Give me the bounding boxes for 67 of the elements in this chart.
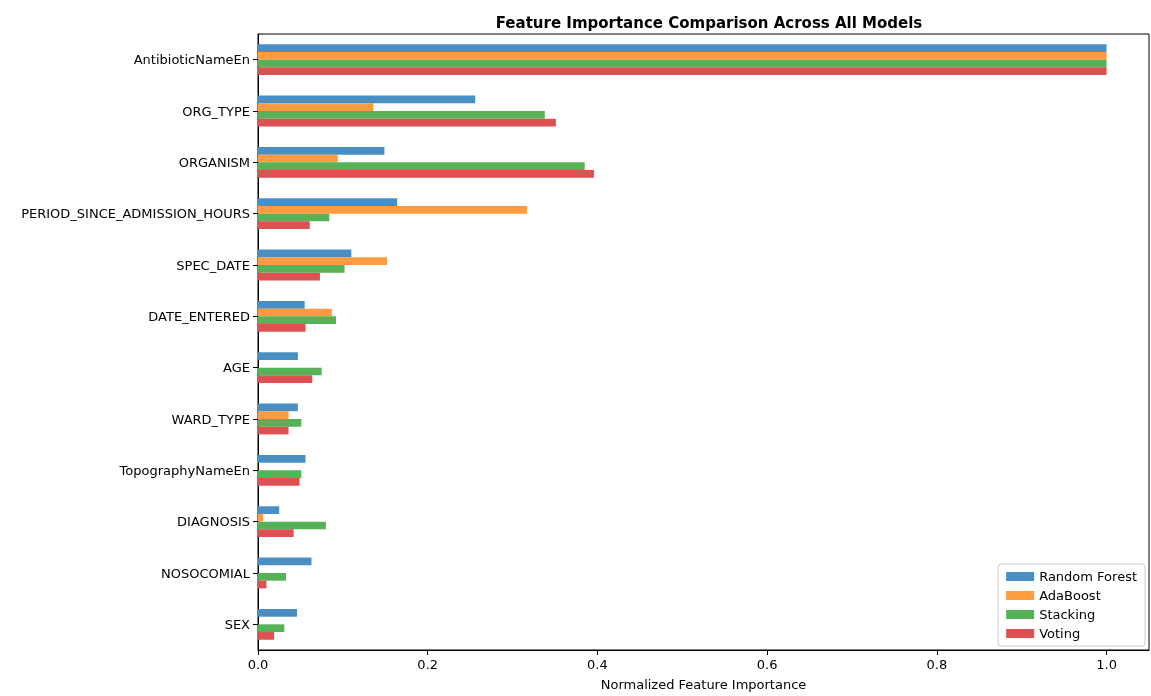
bar — [258, 162, 585, 171]
y-tick-label: DIAGNOSIS — [177, 514, 250, 530]
bar — [258, 213, 330, 222]
bar — [258, 529, 294, 538]
bar — [258, 470, 302, 479]
legend-label: Stacking — [1039, 607, 1096, 622]
legend-label: AdaBoost — [1039, 588, 1101, 603]
bar — [258, 111, 545, 119]
bar — [258, 513, 264, 522]
bar — [258, 411, 289, 419]
bar — [258, 59, 1107, 68]
y-tick-label: AGE — [223, 360, 250, 376]
y-tick-label: NOSOCOMIAL — [161, 565, 251, 581]
y-tick-label: ORG_TYPE — [182, 103, 250, 119]
bar — [258, 316, 337, 325]
y-tick-label: PERIOD_SINCE_ADMISSION_HOURS — [21, 206, 250, 222]
bar — [258, 632, 275, 640]
legend-label: Voting — [1039, 626, 1081, 641]
legend-label: Random Forest — [1039, 569, 1138, 584]
y-tick-label: TopographyNameEn — [118, 462, 250, 478]
bar — [258, 272, 320, 281]
bar — [258, 403, 298, 412]
bar — [258, 624, 285, 633]
bar — [258, 506, 280, 514]
bar — [258, 521, 326, 530]
x-tick-label: 0.4 — [587, 657, 608, 672]
y-tick-label: WARD_TYPE — [171, 411, 250, 427]
x-tick-label: 0.2 — [417, 657, 439, 672]
bar — [258, 265, 345, 273]
bar — [258, 118, 556, 127]
bar — [258, 154, 338, 163]
x-tick-label: 0.0 — [247, 657, 269, 672]
bar — [258, 103, 374, 111]
bar — [258, 352, 298, 360]
x-axis-title: Normalized Feature Importance — [600, 677, 807, 692]
bar — [258, 608, 298, 617]
bar — [258, 67, 1107, 76]
bar — [258, 198, 398, 206]
chart-title: Feature Importance Comparison Across All Models — [495, 13, 923, 32]
y-tick-label: SPEC_DATE — [176, 257, 250, 273]
bar — [258, 324, 306, 332]
bar — [258, 454, 306, 463]
bar — [258, 478, 300, 486]
bar — [258, 308, 332, 317]
bar — [258, 557, 312, 566]
x-tick-label: 0.6 — [756, 657, 778, 672]
bar — [258, 95, 476, 104]
x-tick-label: 1.0 — [1096, 657, 1117, 672]
bar — [258, 300, 305, 309]
bar — [258, 51, 1107, 60]
y-tick-label: AntibioticNameEn — [133, 52, 250, 68]
bar — [258, 170, 595, 178]
y-tick-label: SEX — [224, 616, 251, 632]
bar — [258, 375, 313, 384]
y-tick-label: DATE_ENTERED — [148, 308, 250, 324]
bar — [258, 146, 385, 155]
bar — [258, 205, 527, 214]
bar — [258, 367, 322, 376]
x-tick-label: 0.8 — [926, 657, 948, 672]
y-tick-label: ORGANISM — [178, 154, 250, 170]
bar — [258, 44, 1107, 52]
bar — [258, 257, 387, 265]
bar — [258, 221, 310, 230]
bar — [258, 419, 302, 427]
bar — [258, 426, 289, 435]
bar — [258, 573, 286, 581]
bar — [258, 249, 352, 258]
